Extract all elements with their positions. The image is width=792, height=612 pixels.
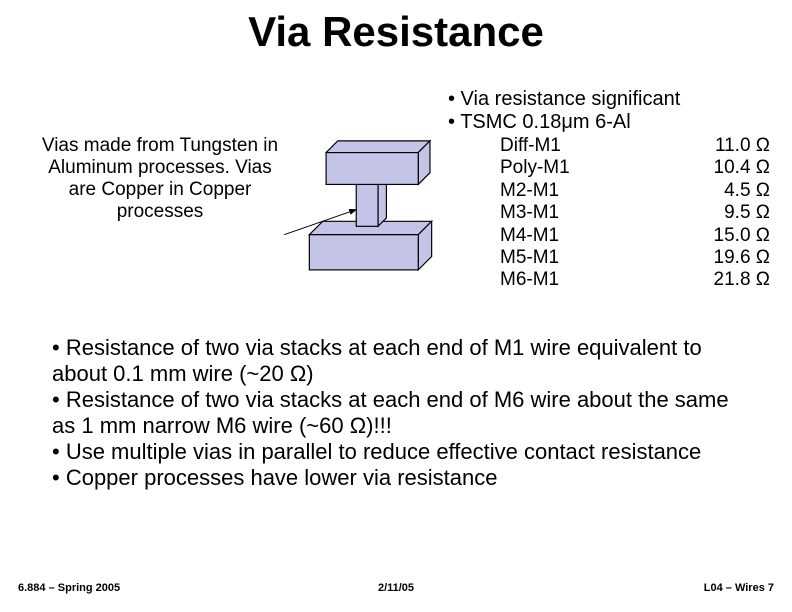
left-description: Vias made from Tungsten in Aluminum proc…	[40, 135, 280, 222]
right-headers: • Via resistance significant • TSMC 0.18…	[448, 88, 778, 134]
resistance-value: 15.0 Ω	[680, 225, 770, 247]
layer-label: Poly-M1	[500, 157, 570, 179]
table-row: M5-M1 19.6 Ω	[500, 247, 770, 269]
resistance-value: 21.8 Ω	[680, 269, 770, 291]
header-line-2: • TSMC 0.18μm 6-Al	[448, 111, 778, 134]
table-row: M6-M1 21.8 Ω	[500, 269, 770, 291]
table-row: M4-M1 15.0 Ω	[500, 225, 770, 247]
layer-label: M3-M1	[500, 202, 559, 224]
table-row: Diff-M1 11.0 Ω	[500, 135, 770, 157]
layer-label: Diff-M1	[500, 135, 561, 157]
resistance-value: 4.5 Ω	[680, 180, 770, 202]
footer-right: L04 – Wires 7	[704, 582, 774, 594]
layer-label: M5-M1	[500, 247, 559, 269]
bullet-item: • Resistance of two via stacks at each e…	[52, 387, 740, 439]
footer-date: 2/11/05	[0, 582, 792, 594]
resistance-value: 9.5 Ω	[680, 202, 770, 224]
via-diagram	[280, 92, 435, 302]
resistance-value: 11.0 Ω	[680, 135, 770, 157]
header-line-1: • Via resistance significant	[448, 88, 778, 111]
layer-label: M2-M1	[500, 180, 559, 202]
table-row: M3-M1 9.5 Ω	[500, 202, 770, 224]
body-bullets: • Resistance of two via stacks at each e…	[52, 335, 740, 491]
page-title: Via Resistance	[0, 8, 792, 56]
resistance-table: Diff-M111.0 ΩPoly-M110.4 ΩM2-M14.5 ΩM3-M…	[500, 135, 770, 292]
table-row: M2-M1 4.5 Ω	[500, 180, 770, 202]
resistance-value: 10.4 Ω	[680, 157, 770, 179]
bullet-item: • Use multiple vias in parallel to reduc…	[52, 439, 740, 465]
bullet-item: • Resistance of two via stacks at each e…	[52, 335, 740, 387]
layer-label: M6-M1	[500, 269, 559, 291]
resistance-value: 19.6 Ω	[680, 247, 770, 269]
layer-label: M4-M1	[500, 225, 559, 247]
table-row: Poly-M1 10.4 Ω	[500, 157, 770, 179]
bullet-item: • Copper processes have lower via resist…	[52, 465, 740, 491]
